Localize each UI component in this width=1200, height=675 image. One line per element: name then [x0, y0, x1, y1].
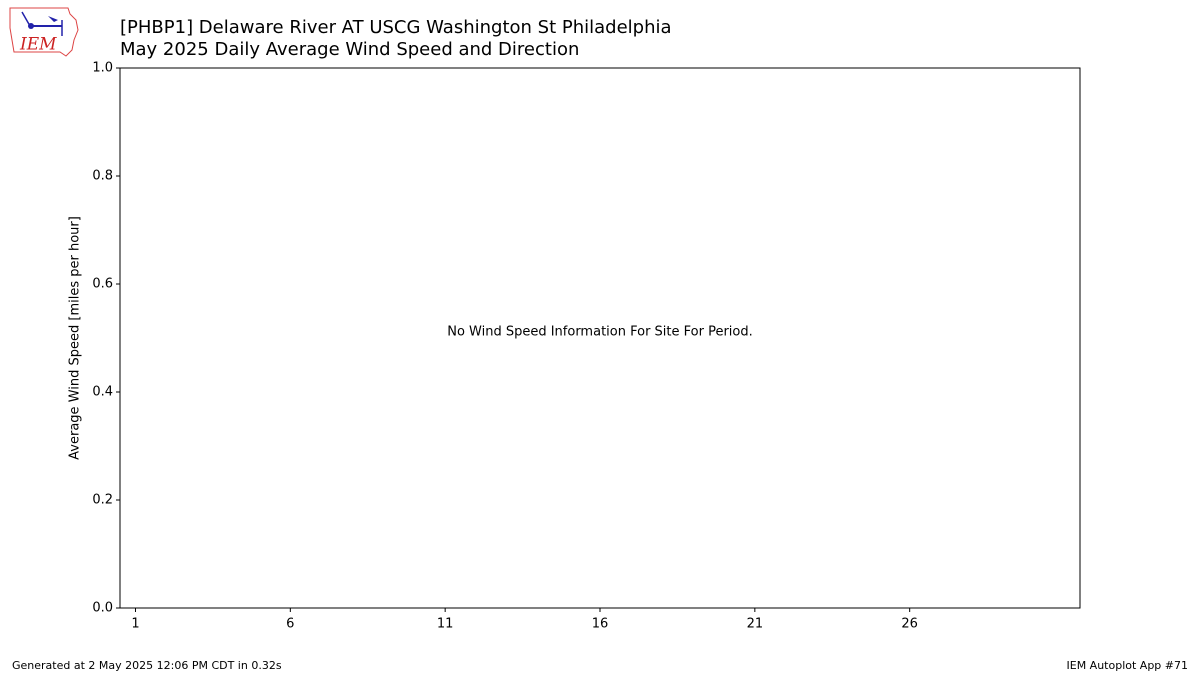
x-tick-label: 26	[901, 617, 918, 632]
x-tick-label: 21	[747, 617, 764, 632]
footer-right: IEM Autoplot App #71	[1067, 659, 1189, 672]
footer-left: Generated at 2 May 2025 12:06 PM CDT in …	[12, 659, 282, 672]
logo-flag	[48, 16, 58, 22]
y-tick-label: 0.6	[92, 277, 113, 292]
logo: IEM	[9, 7, 79, 57]
x-tick-label: 11	[437, 617, 454, 632]
x-tick-label: 6	[286, 617, 294, 632]
logo-dot	[28, 23, 34, 29]
y-tick-label: 0.2	[92, 493, 113, 508]
y-tick-label: 1.0	[92, 61, 113, 76]
logo-text: IEM	[19, 35, 57, 55]
x-tick-label: 16	[592, 617, 609, 632]
x-tick-label: 1	[131, 617, 139, 632]
y-tick-label: 0.0	[92, 601, 113, 616]
annotation: No Wind Speed Information For Site For P…	[447, 325, 753, 340]
y-tick-label: 0.8	[92, 169, 113, 184]
y-tick-label: 0.4	[92, 385, 113, 400]
chart-title: [PHBP1] Delaware River AT USCG Washingto…	[120, 17, 672, 38]
logo-line	[21, 11, 31, 27]
y-axis-label: Average Wind Speed [miles per hour]	[68, 216, 83, 460]
chart-subtitle: May 2025 Daily Average Wind Speed and Di…	[120, 39, 579, 60]
